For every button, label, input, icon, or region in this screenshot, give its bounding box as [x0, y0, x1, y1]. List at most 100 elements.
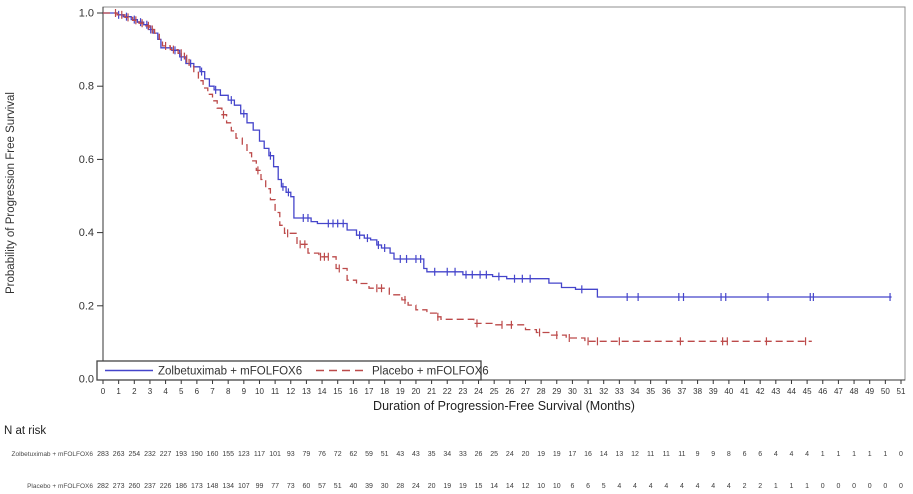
- at-risk-value: 11: [663, 451, 670, 458]
- at-risk-value: 26: [475, 451, 483, 458]
- at-risk-value: 226: [160, 483, 172, 490]
- y-axis: 0.0 0.2 0.4 0.6 0.8 1.0: [79, 8, 103, 386]
- x-tick-label: 25: [490, 387, 499, 396]
- x-tick-label: 48: [850, 387, 859, 396]
- x-tick-label: 8: [226, 387, 231, 396]
- x-tick-label: 27: [521, 387, 530, 396]
- at-risk-value: 260: [128, 483, 140, 490]
- plot-frame: [102, 6, 906, 381]
- at-risk-value: 190: [191, 451, 203, 458]
- legend: Zolbetuximab + mFOLFOX6 Placebo + mFOLFO…: [96, 360, 489, 381]
- at-risk-value: 20: [428, 483, 436, 490]
- at-risk-value: 11: [647, 451, 654, 458]
- x-tick-label: 2: [132, 387, 137, 396]
- x-tick-label: 21: [427, 387, 436, 396]
- at-risk-value: 283: [97, 451, 109, 458]
- at-risk-value: 0: [899, 483, 903, 490]
- at-risk-value: 33: [459, 451, 467, 458]
- x-tick-label: 19: [396, 387, 405, 396]
- km-curve-placebo: [103, 12, 812, 342]
- at-risk-value: 107: [238, 483, 250, 490]
- at-risk-value: 4: [727, 483, 731, 490]
- x-tick-label: 38: [693, 387, 702, 396]
- at-risk-value: 9: [696, 451, 700, 458]
- x-tick-label: 34: [631, 387, 640, 396]
- x-tick-label: 1: [116, 387, 121, 396]
- at-risk-value: 20: [522, 451, 530, 458]
- n-at-risk-label: N at risk: [4, 425, 46, 437]
- x-tick-label: 10: [255, 387, 264, 396]
- at-risk-value: 14: [506, 483, 514, 490]
- x-tick-label: 14: [318, 387, 327, 396]
- at-risk-value: 99: [256, 483, 264, 490]
- y-tick-label: 0.8: [79, 81, 94, 93]
- at-risk-value: 28: [396, 483, 404, 490]
- at-risk-value: 237: [144, 483, 156, 490]
- at-risk-value: 77: [271, 483, 279, 490]
- y-tick-label: 0.4: [79, 227, 94, 239]
- y-tick-label: 1.0: [79, 8, 94, 20]
- x-tick-label: 24: [474, 387, 483, 396]
- x-tick-label: 28: [537, 387, 546, 396]
- at-risk-value: 39: [365, 483, 373, 490]
- x-tick-label: 0: [101, 387, 106, 396]
- at-risk-value: 1: [868, 451, 872, 458]
- at-risk-value: 11: [678, 451, 685, 458]
- at-risk-value: 13: [615, 451, 623, 458]
- at-risk-value: 4: [696, 483, 700, 490]
- x-axis: 0 1 2 3 4 5 6 7 8 9 10 11 12 13 14 15 16 17 18 19 20 21 22 23 24…: [101, 380, 906, 396]
- at-risk-value: 14: [600, 451, 608, 458]
- x-tick-label: 35: [646, 387, 655, 396]
- at-risk-value: 1: [836, 451, 840, 458]
- at-risk-value: 79: [303, 451, 311, 458]
- x-tick-label: 15: [333, 387, 342, 396]
- x-tick-label: 18: [380, 387, 389, 396]
- at-risk-value: 273: [113, 483, 125, 490]
- x-tick-label: 49: [865, 387, 874, 396]
- x-tick-label: 7: [210, 387, 215, 396]
- at-risk-value: 16: [584, 451, 592, 458]
- at-risk-value: 173: [191, 483, 203, 490]
- at-risk-value: 2: [743, 483, 747, 490]
- at-risk-value: 4: [790, 451, 794, 458]
- x-tick-label: 47: [834, 387, 843, 396]
- at-risk-value: 6: [758, 451, 762, 458]
- at-risk-value: 160: [207, 451, 219, 458]
- at-risk-value: 14: [490, 483, 498, 490]
- at-risk-value: 1: [821, 451, 825, 458]
- x-tick-label: 29: [552, 387, 561, 396]
- x-tick-label: 31: [584, 387, 593, 396]
- at-risk-value: 51: [334, 483, 342, 490]
- at-risk-value: 6: [586, 483, 590, 490]
- at-risk-value: 34: [443, 451, 451, 458]
- y-axis-title: Probability of Progression Free Survival: [5, 92, 17, 294]
- y-tick-label: 0.0: [79, 374, 94, 386]
- at-risk-value: 117: [254, 451, 265, 458]
- x-tick-label: 6: [195, 387, 200, 396]
- x-tick-label: 44: [787, 387, 796, 396]
- at-risk-value: 101: [269, 451, 281, 458]
- at-risk-value: 4: [649, 483, 653, 490]
- at-risk-value: 232: [144, 451, 156, 458]
- at-risk-value: 6: [570, 483, 574, 490]
- km-curve-zolbetuximab: [103, 12, 892, 298]
- at-risk-value: 0: [899, 451, 903, 458]
- x-tick-label: 13: [302, 387, 311, 396]
- at-risk-value: 0: [852, 483, 856, 490]
- at-risk-value: 0: [883, 483, 887, 490]
- at-risk-value: 60: [303, 483, 311, 490]
- x-tick-label: 45: [803, 387, 812, 396]
- at-risk-value: 282: [97, 483, 109, 490]
- x-tick-label: 16: [349, 387, 358, 396]
- at-risk-value: 93: [287, 451, 295, 458]
- x-tick-label: 32: [599, 387, 608, 396]
- at-risk-value: 4: [633, 483, 637, 490]
- at-risk-value: 72: [334, 451, 342, 458]
- at-risk-value: 4: [680, 483, 684, 490]
- x-tick-label: 39: [709, 387, 718, 396]
- at-risk-row-label: Zolbetuximab + mFOLFOX6: [12, 451, 94, 458]
- at-risk-value: 263: [113, 451, 125, 458]
- x-tick-label: 42: [756, 387, 765, 396]
